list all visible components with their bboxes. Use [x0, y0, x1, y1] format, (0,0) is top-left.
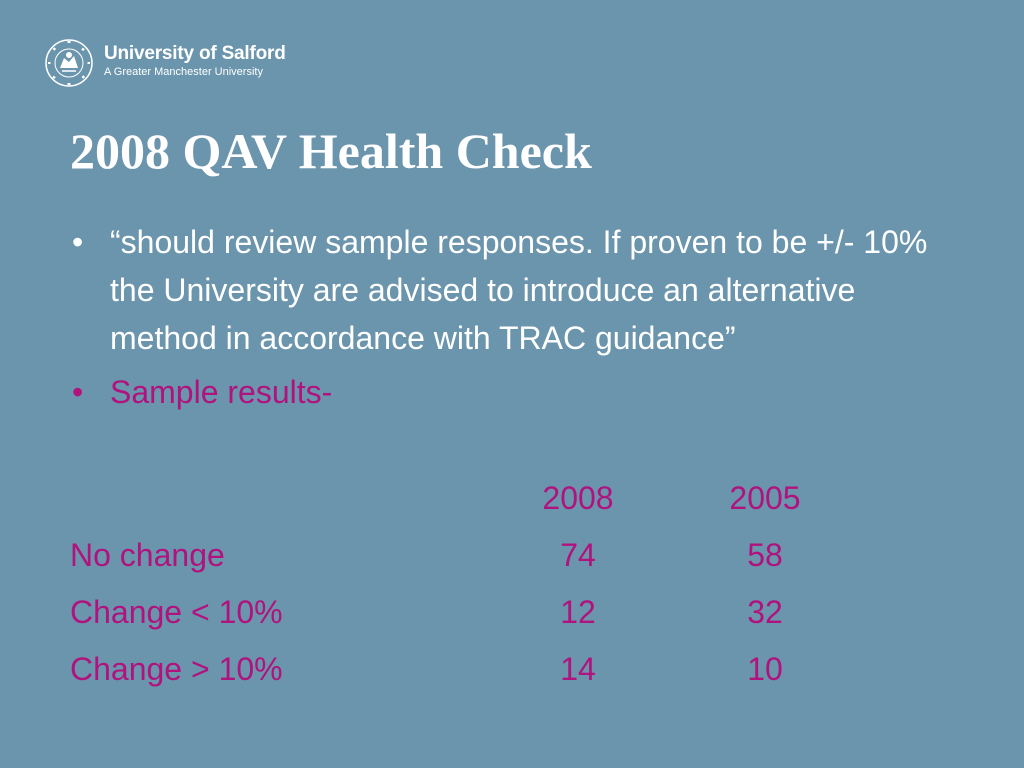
year-header-2008: 2008: [542, 480, 614, 516]
value-2005: 32: [747, 594, 783, 630]
row-label: No change: [70, 537, 225, 573]
value-2005: 10: [747, 651, 783, 687]
value-2008: 14: [560, 651, 596, 687]
bullet-dot-icon: •: [72, 374, 84, 410]
logo-subtitle: A Greater Manchester University: [104, 66, 263, 78]
bullet-quote: • “should review sample responses. If pr…: [70, 218, 950, 362]
bullet-list: • “should review sample responses. If pr…: [70, 218, 950, 416]
results-table: 2008 2005 No change 74 58 Change < 10% 1…: [70, 474, 970, 702]
bullet-quote-text: “should review sample responses. If prov…: [110, 224, 928, 356]
slide-title: 2008 QAV Health Check: [70, 123, 592, 179]
value-2005: 58: [747, 537, 783, 573]
value-2008: 12: [560, 594, 596, 630]
bullet-sample-text: Sample results-: [110, 374, 333, 410]
bullet-sample-results: • Sample results-: [70, 368, 950, 416]
row-label: Change > 10%: [70, 651, 283, 687]
value-2008: 74: [560, 537, 596, 573]
results-header-row: 2008 2005: [70, 474, 970, 531]
results-row: Change > 10% 14 10: [70, 645, 970, 702]
results-row: Change < 10% 12 32: [70, 588, 970, 645]
university-logo: University of Salford A Greater Manchest…: [44, 38, 286, 88]
row-label: Change < 10%: [70, 594, 283, 630]
university-seal-icon: [45, 39, 93, 87]
bullet-dot-icon: •: [72, 224, 84, 260]
year-header-2005: 2005: [729, 480, 801, 516]
results-row: No change 74 58: [70, 531, 970, 588]
logo-title: University of Salford: [104, 43, 286, 64]
